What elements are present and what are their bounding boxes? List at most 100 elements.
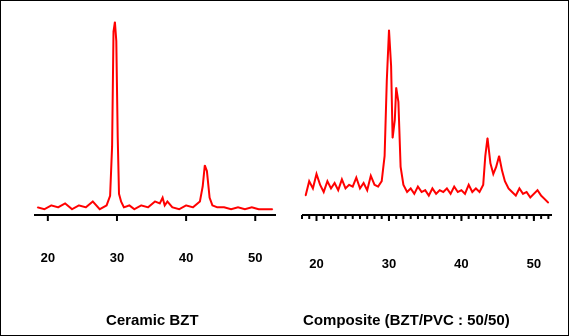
data-point (85, 206, 87, 208)
data-point (352, 186, 354, 188)
data-point (209, 197, 211, 199)
data-point (495, 166, 497, 168)
data-point (326, 180, 328, 182)
data-point (112, 31, 115, 33)
data-point (428, 195, 430, 197)
data-point (547, 202, 550, 204)
data-point (457, 191, 459, 193)
data-point (544, 198, 546, 200)
x-tick-label: 40 (179, 250, 193, 265)
data-point (515, 195, 517, 197)
data-point (337, 189, 339, 191)
data-point (439, 189, 441, 191)
data-point (386, 79, 388, 81)
data-point (43, 208, 46, 210)
data-point (115, 40, 117, 42)
data-point (206, 170, 208, 172)
data-point (384, 155, 386, 157)
data-point (522, 193, 524, 195)
data-point (388, 29, 390, 31)
data-point (377, 186, 379, 188)
data-point (536, 189, 539, 191)
data-point (363, 182, 365, 184)
data-point (413, 193, 415, 195)
data-point (106, 204, 108, 206)
data-point (185, 204, 187, 206)
data-point (109, 195, 111, 197)
data-point (123, 206, 125, 208)
data-point (128, 204, 130, 206)
data-point (468, 184, 470, 186)
caption-ceramic-bzt: Ceramic BZT (106, 312, 199, 329)
data-point (330, 187, 332, 189)
data-point (489, 162, 491, 164)
data-point (373, 184, 376, 186)
data-point (504, 180, 506, 182)
data-point (50, 204, 52, 206)
data-point (511, 191, 513, 193)
data-point (431, 187, 433, 189)
data-point (442, 191, 444, 193)
data-point (99, 208, 101, 210)
data-point (178, 208, 180, 210)
data-point (482, 184, 484, 186)
data-point (390, 65, 392, 67)
x-tick-label: 30 (110, 250, 124, 265)
data-point (381, 180, 383, 182)
data-point (355, 177, 357, 179)
data-point (251, 206, 253, 208)
data-point (475, 187, 477, 189)
data-point (223, 206, 225, 208)
data-point (118, 193, 120, 195)
data-point (518, 187, 521, 189)
data-point (111, 145, 113, 147)
data-point (397, 101, 399, 103)
data-point (392, 137, 394, 139)
data-point (348, 184, 350, 186)
x-tick-label: 50 (248, 250, 262, 265)
data-point (57, 206, 59, 208)
data-point (478, 191, 481, 193)
data-point (192, 206, 194, 208)
data-point (133, 208, 135, 210)
data-point (147, 206, 149, 208)
x-tick-label: 30 (382, 256, 396, 271)
data-point (162, 197, 164, 199)
data-point (526, 191, 528, 193)
data-point (486, 137, 489, 139)
data-point (417, 186, 419, 188)
data-point (211, 204, 213, 206)
data-point (344, 187, 347, 189)
data-point (484, 155, 486, 157)
data-point (400, 166, 402, 168)
data-point (446, 187, 448, 189)
data-point (464, 193, 466, 195)
data-point (529, 196, 531, 198)
data-point (202, 185, 204, 187)
data-point (498, 155, 500, 157)
data-point (64, 202, 66, 204)
data-point (166, 200, 168, 203)
data-point (159, 202, 161, 204)
data-point (533, 193, 535, 195)
data-point (395, 87, 397, 89)
data-point (305, 195, 307, 197)
data-point (394, 119, 396, 121)
data-point (120, 200, 122, 203)
data-point (323, 191, 325, 193)
data-point (334, 182, 336, 184)
data-point (471, 191, 473, 193)
data-point (366, 189, 368, 191)
data-point (164, 204, 166, 206)
data-point (370, 175, 372, 177)
data-point (492, 173, 494, 175)
data-point (435, 193, 437, 195)
data-point (271, 208, 274, 210)
data-point (244, 208, 246, 210)
caption-composite: Composite (BZT/PVC : 50/50) (303, 312, 510, 329)
data-point (114, 21, 116, 23)
data-point (319, 184, 321, 186)
x-tick-label: 20 (41, 250, 55, 265)
data-point (199, 200, 201, 203)
